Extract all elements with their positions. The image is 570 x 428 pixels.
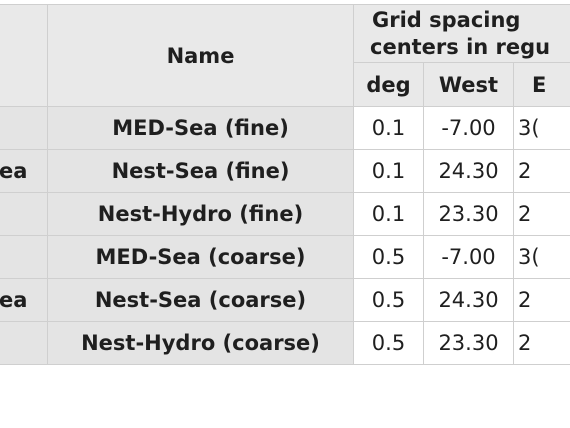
header-grid-spacing: Grid spacing centers in regu — [352, 4, 570, 63]
row-name: MED-Sea (fine) — [47, 106, 354, 150]
row-left-fragment — [0, 321, 48, 365]
row-deg: 0.1 — [353, 192, 424, 236]
row-east: 2 — [512, 149, 570, 193]
table-row: ea Nest-Sea (fine) 0.1 24.30 2 — [0, 149, 570, 193]
row-deg: 0.1 — [353, 149, 424, 193]
row-left-fragment — [0, 106, 48, 150]
row-name: Nest-Sea (coarse) — [47, 278, 354, 322]
row-name: Nest-Sea (fine) — [47, 149, 354, 193]
row-west: 23.30 — [423, 321, 514, 365]
row-left-fragment: ea — [0, 149, 48, 193]
table-row: ea Nest-Sea (coarse) 0.5 24.30 2 — [0, 278, 570, 322]
row-name: Nest-Hydro (coarse) — [47, 321, 354, 365]
table-row: Nest-Hydro (coarse) 0.5 23.30 2 — [0, 321, 570, 365]
row-east: 2 — [512, 278, 570, 322]
table-row: MED-Sea (fine) 0.1 -7.00 3( — [0, 106, 570, 150]
row-deg: 0.5 — [353, 321, 424, 365]
row-east: 3( — [512, 235, 570, 279]
header-grid-spacing-line-2: centers in regu — [370, 34, 551, 59]
row-left-fragment — [0, 192, 48, 236]
header-name: Name — [47, 4, 354, 107]
row-west: 24.30 — [423, 278, 514, 322]
header-row-bottom: deg West E — [0, 62, 570, 107]
grid-spacing-table: Name Grid spacing centers in regu deg We… — [0, 4, 570, 365]
header-east: E — [512, 62, 570, 107]
row-west: 23.30 — [423, 192, 514, 236]
row-left-fragment: ea — [0, 278, 48, 322]
header-row-top: Name Grid spacing centers in regu — [0, 4, 570, 107]
table-row: Nest-Hydro (fine) 0.1 23.30 2 — [0, 192, 570, 236]
header-west: West — [423, 62, 514, 107]
header-cell-blank — [0, 4, 48, 107]
row-deg: 0.1 — [353, 106, 424, 150]
row-deg: 0.5 — [353, 278, 424, 322]
header-grid-spacing-line-1: Grid spacing — [372, 8, 521, 33]
table-row: MED-Sea (coarse) 0.5 -7.00 3( — [0, 235, 570, 279]
row-west: -7.00 — [423, 106, 514, 150]
row-west: -7.00 — [423, 235, 514, 279]
row-name: MED-Sea (coarse) — [47, 235, 354, 279]
row-east: 2 — [512, 192, 570, 236]
row-east: 2 — [512, 321, 570, 365]
row-east: 3( — [512, 106, 570, 150]
row-west: 24.30 — [423, 149, 514, 193]
row-name: Nest-Hydro (fine) — [47, 192, 354, 236]
header-deg: deg — [353, 62, 424, 107]
row-left-fragment — [0, 235, 48, 279]
row-deg: 0.5 — [353, 235, 424, 279]
